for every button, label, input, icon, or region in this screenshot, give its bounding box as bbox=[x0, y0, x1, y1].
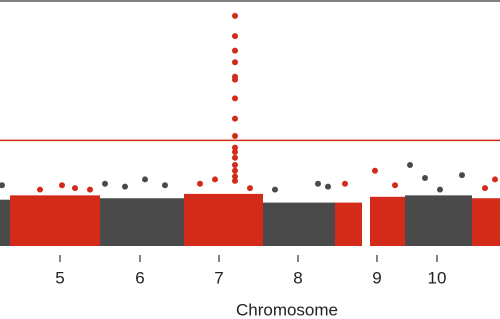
x-tick-label: 5 bbox=[55, 268, 64, 287]
snp-point bbox=[342, 180, 348, 187]
snp-point bbox=[372, 167, 378, 174]
snp-point bbox=[232, 59, 238, 66]
snp-point bbox=[407, 161, 413, 168]
snp-point bbox=[142, 176, 148, 183]
snp-band bbox=[405, 195, 472, 246]
snp-point bbox=[87, 186, 93, 193]
snp-point bbox=[325, 183, 331, 190]
x-tick-label: 6 bbox=[135, 268, 144, 287]
snp-point bbox=[247, 185, 253, 192]
x-tick-label: 7 bbox=[214, 268, 223, 287]
snp-band bbox=[472, 198, 500, 246]
snp-band bbox=[263, 202, 335, 246]
snp-point bbox=[232, 133, 238, 140]
snp-point bbox=[232, 47, 238, 54]
snp-point bbox=[232, 154, 238, 161]
snp-point bbox=[492, 176, 498, 183]
x-tick-label: 9 bbox=[372, 268, 381, 287]
snp-point bbox=[162, 182, 168, 189]
snp-point bbox=[459, 172, 465, 179]
snp-point bbox=[212, 176, 218, 183]
snp-band bbox=[335, 202, 362, 246]
snp-point bbox=[232, 76, 238, 83]
snp-point bbox=[315, 180, 321, 187]
snp-point bbox=[232, 173, 238, 180]
snp-point bbox=[102, 180, 108, 187]
snp-point bbox=[232, 161, 238, 168]
snp-point bbox=[232, 148, 238, 155]
snp-point bbox=[72, 185, 78, 192]
snp-point bbox=[197, 180, 203, 187]
snp-point bbox=[392, 182, 398, 189]
snp-band bbox=[184, 193, 263, 246]
snp-point bbox=[232, 12, 238, 19]
snp-band bbox=[0, 199, 10, 246]
snp-point bbox=[0, 182, 5, 189]
snp-band bbox=[10, 195, 100, 246]
snp-point bbox=[272, 186, 278, 193]
snp-point bbox=[437, 186, 443, 193]
snp-point bbox=[232, 95, 238, 102]
snp-point bbox=[482, 185, 488, 192]
x-tick-label: 10 bbox=[428, 268, 447, 287]
snp-band bbox=[100, 198, 184, 246]
snp-point bbox=[59, 182, 65, 189]
x-tick-label: 8 bbox=[293, 268, 302, 287]
snp-point bbox=[232, 115, 238, 122]
snp-point bbox=[232, 144, 238, 151]
snp-point bbox=[232, 167, 238, 174]
x-axis-title: Chromosome bbox=[236, 300, 338, 319]
snp-point bbox=[232, 33, 238, 40]
snp-band bbox=[370, 196, 405, 246]
snp-point bbox=[122, 183, 128, 190]
snp-point bbox=[37, 186, 43, 193]
snp-point bbox=[422, 174, 428, 181]
snp-point bbox=[232, 177, 238, 184]
